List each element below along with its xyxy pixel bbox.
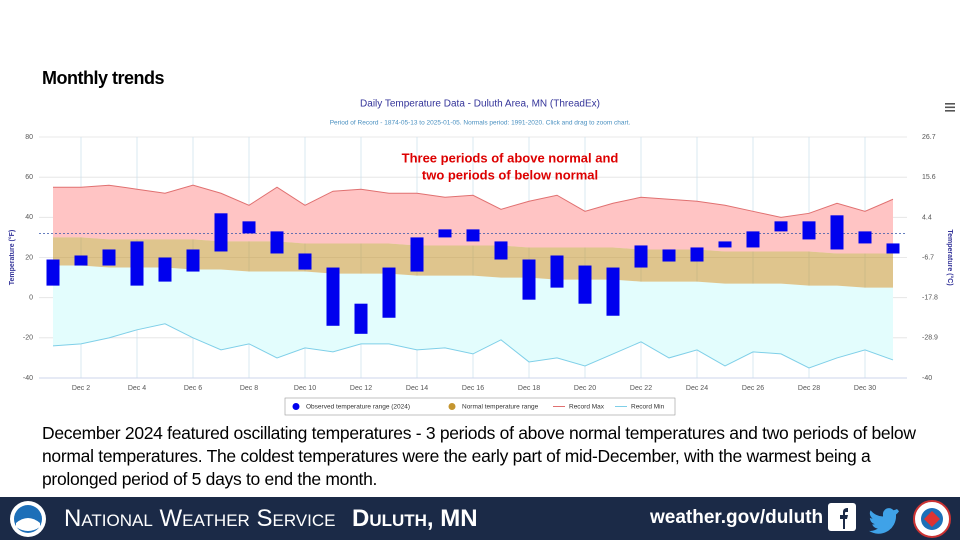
chart-subtitle: Period of Record - 1874-05-13 to 2025-01… [330,120,631,127]
x-tick-label: Dec 6 [184,385,202,392]
observed-bar [158,257,172,282]
x-tick-label: Dec 16 [462,385,484,392]
observed-bar [298,253,312,270]
observed-bar [214,213,228,252]
observed-bar [886,243,900,254]
annotation: two periods of below normal [422,167,598,182]
footer-url[interactable]: weather.gov/duluth [650,507,824,528]
observed-bar [242,221,256,234]
observed-bar [354,303,368,334]
observed-bar [662,249,676,262]
x-tick-label: Dec 22 [630,385,652,392]
footer-office: Duluth, MN [352,505,478,532]
x-tick-label: Dec 30 [854,385,876,392]
observed-bar [74,255,88,266]
record-min-line [52,323,894,369]
observed-bar [634,245,648,268]
x-tick-label: Dec 26 [742,385,764,392]
y-tick-label: -20 [23,335,33,342]
observed-bar [578,265,592,304]
y-tick-label: 20 [25,254,33,261]
x-tick-label: Dec 2 [72,385,90,392]
y2-tick-label: 15.6 [922,174,936,181]
body-text: December 2024 featured oscillating tempe… [42,423,916,489]
y2-tick-label: 26.7 [922,134,936,141]
legend-label: Record Min [631,404,665,411]
y2-tick-label: -28.9 [922,335,938,342]
observed-bar [102,249,116,266]
legend-label: Observed temperature range (2024) [306,404,410,411]
x-tick-label: Dec 4 [128,385,146,392]
legend-marker [292,403,300,410]
y-axis-label: Temperature (°F) [8,230,16,286]
record-max-line [53,184,894,218]
y2-tick-label: 4.4 [922,214,932,221]
observed-bar [438,229,452,238]
observed-bar [130,241,144,286]
observed-bar [466,229,480,242]
y-tick-label: 0 [29,295,33,302]
twitter-icon[interactable] [866,504,900,534]
facebook-icon[interactable] [828,503,858,533]
observed-bar [606,267,620,316]
x-tick-label: Dec 10 [294,385,316,392]
legend-marker [448,403,456,410]
y2-tick-label: -6.7 [922,255,934,262]
observed-bar [774,221,788,232]
footer: National Weather Service Duluth, MN weat… [0,497,960,540]
y-tick-label: 40 [25,214,33,221]
x-tick-label: Dec 14 [406,385,428,392]
observed-bar [186,249,200,272]
observed-bar [270,231,284,254]
observed-bar [410,237,424,272]
annotation: Three periods of above normal and [402,150,619,165]
y-tick-label: -40 [23,375,33,382]
observed-bar [550,255,564,288]
y-tick-label: 80 [25,134,33,141]
x-tick-label: Dec 24 [686,385,708,392]
normal-band [53,237,893,288]
x-tick-label: Dec 12 [350,385,372,392]
observed-bar [690,247,704,262]
observed-bar [46,259,60,286]
observed-bar [830,215,844,250]
observed-bar [522,259,536,300]
x-tick-label: Dec 18 [518,385,540,392]
slide-heading: Monthly trends [42,68,165,88]
nws-logo [913,500,951,538]
menu-icon[interactable] [945,103,955,112]
x-tick-label: Dec 28 [798,385,820,392]
record-min-area [53,265,893,368]
legend-label: Record Max [569,404,605,411]
observed-bar [494,241,508,260]
legend-box [284,397,676,416]
observed-bar [746,231,760,248]
observed-bar [326,267,340,326]
y2-tick-label: -17.8 [922,295,938,302]
x-tick-label: Dec 8 [240,385,258,392]
legend-label: Normal temperature range [462,404,539,411]
x-tick-label: Dec 20 [574,385,596,392]
y2-tick-label: -40 [922,375,932,382]
record-max-area [53,185,893,254]
observed-bar [382,267,396,318]
y-tick-label: 60 [25,174,33,181]
observed-bar [802,221,816,240]
footer-agency: National Weather Service [64,505,336,532]
noaa-logo [10,501,46,537]
chart-title: Daily Temperature Data - Duluth Area, MN… [360,99,600,110]
chart: Daily Temperature Data - Duluth Area, MN… [8,99,955,416]
y2-axis-label: Temperature (°C) [946,229,954,285]
observed-bar [858,231,872,244]
observed-bar [718,241,732,248]
